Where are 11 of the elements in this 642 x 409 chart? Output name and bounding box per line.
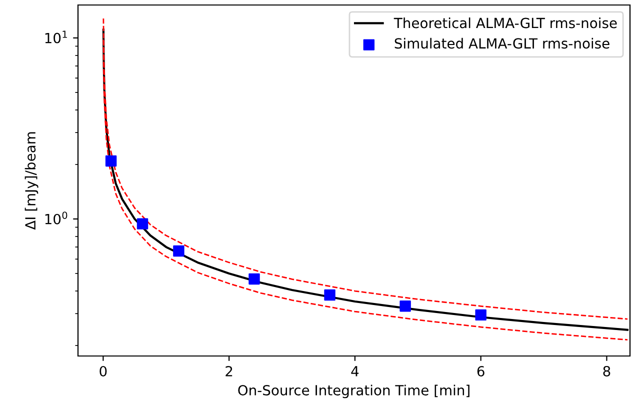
x-tick-label: 0	[100, 366, 107, 376]
x-tick-label: 4	[351, 366, 359, 376]
x-tick-label: 6	[477, 366, 484, 376]
legend-label: Simulated ALMA-GLT rms-noise	[394, 38, 610, 49]
y-tick-label: 10$^{0}$	[45, 212, 68, 224]
y-tick-label: 10$^{1}$	[45, 30, 67, 44]
x-tick-label: 8	[603, 366, 610, 376]
legend-label: Theoretical ALMA-GLT rms-noise	[394, 18, 617, 28]
x-axis-title: On-Source Integration Time [min]	[238, 384, 470, 398]
x-tick-label: 2	[226, 366, 232, 376]
y-axis-title: ΔI [mJy]/beam	[24, 132, 38, 230]
